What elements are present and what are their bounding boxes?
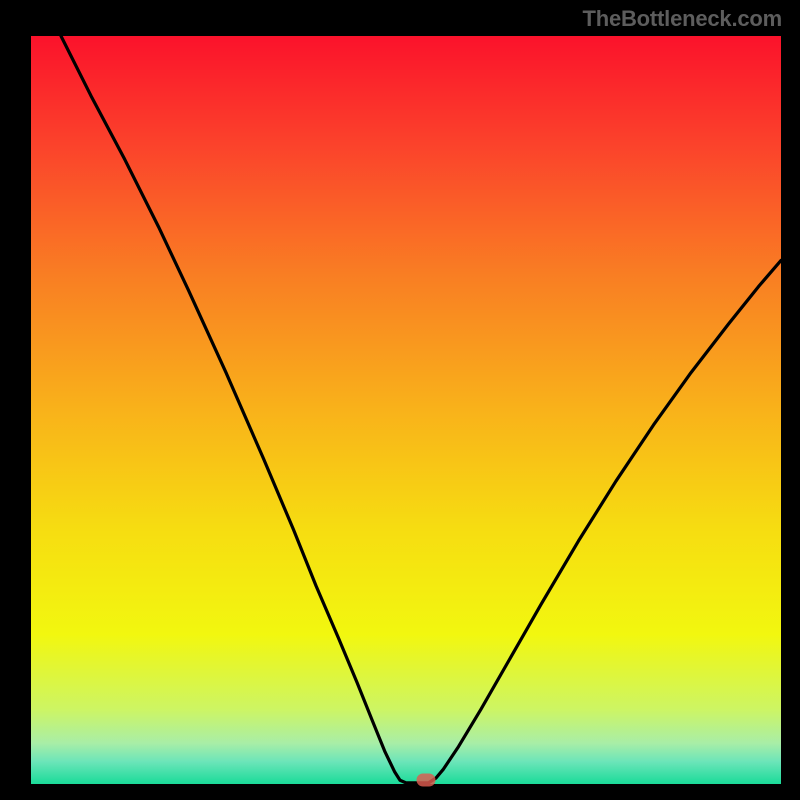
- highlight-marker: [417, 773, 436, 786]
- bottleneck-curve: [61, 36, 781, 783]
- watermark-text: TheBottleneck.com: [582, 6, 782, 32]
- plot-svg: [31, 36, 781, 784]
- chart-container: TheBottleneck.com: [0, 0, 800, 800]
- plot-frame: [25, 30, 787, 790]
